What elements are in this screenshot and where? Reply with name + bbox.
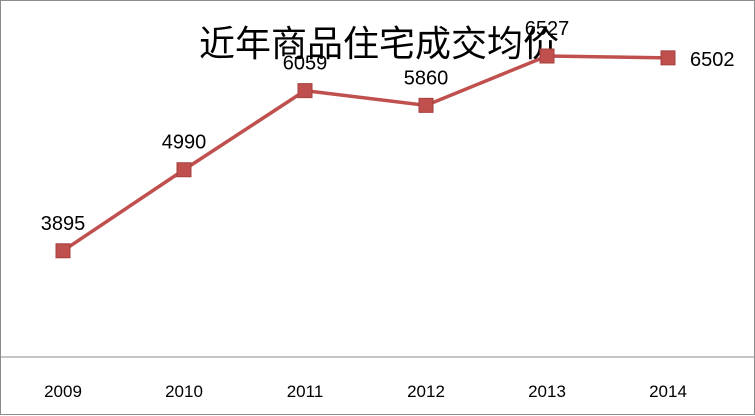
x-tick-label-2014: 2014: [649, 382, 687, 401]
data-point-2011: [297, 83, 313, 99]
x-tick-layer: 2009 2010 2011 2012 2013 2014: [44, 382, 687, 401]
data-point-2013: [539, 48, 555, 64]
data-label-2010: 4990: [162, 132, 207, 154]
data-point-2009: [55, 243, 71, 259]
data-label-2013: 6527: [525, 18, 570, 40]
x-tick-label-2012: 2012: [407, 382, 445, 401]
x-tick-label-2011: 2011: [287, 382, 324, 401]
data-point-2014: [660, 50, 676, 66]
data-label-layer: 3895 4990 6059 5860 6527 6502: [41, 18, 735, 235]
data-point-2010: [176, 162, 192, 178]
series-layer: [62, 54, 669, 253]
chart-title: 近年商品住宅成交均价: [199, 24, 559, 65]
data-point-2012: [418, 97, 434, 113]
x-tick-label-2009: 2009: [44, 382, 82, 401]
series-line: [62, 54, 669, 253]
data-label-2012: 5860: [404, 67, 449, 89]
x-tick-label-2013: 2013: [528, 382, 566, 401]
marker-layer: [55, 48, 676, 259]
data-label-2009: 3895: [41, 213, 86, 235]
data-label-2011: 6059: [283, 53, 328, 75]
x-tick-label-2010: 2010: [165, 382, 203, 401]
data-label-2014: 6502: [690, 49, 735, 71]
